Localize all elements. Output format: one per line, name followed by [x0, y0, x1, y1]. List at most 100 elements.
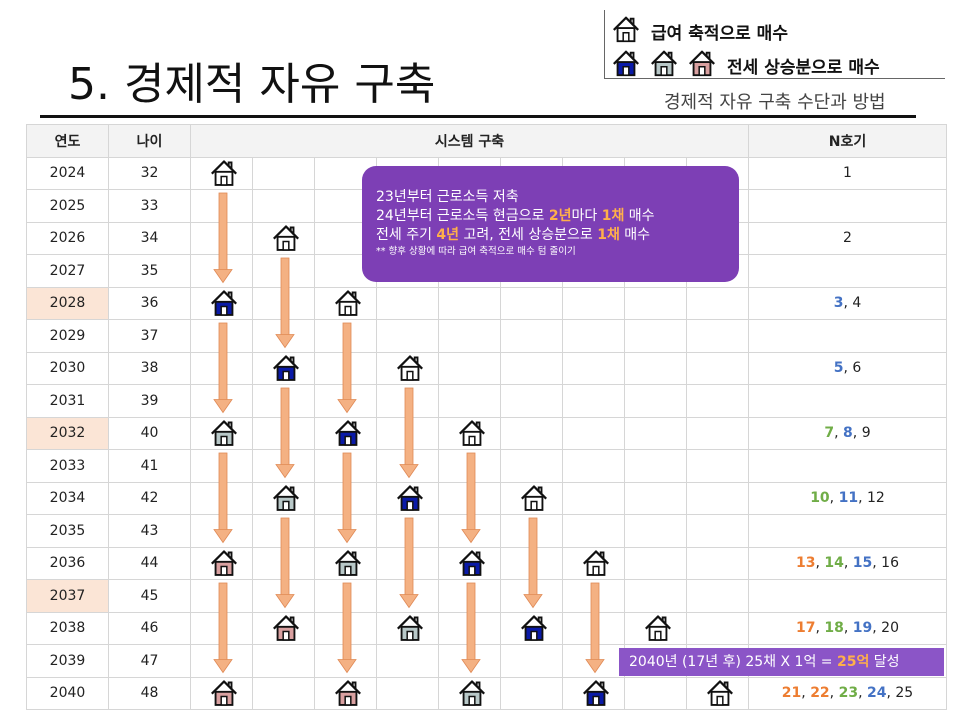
system-cell [314, 481, 377, 515]
pink-house-icon [687, 48, 717, 82]
system-cell [252, 611, 315, 645]
system-cell [376, 384, 439, 418]
legend-row-jeonse: 전세 상승분으로 매수 [611, 48, 880, 82]
n-units-cell [748, 254, 947, 288]
system-cell [686, 351, 749, 385]
legend-box: 급여 축적으로 매수 전세 상승분으로 매수 [604, 10, 945, 79]
system-cell [314, 286, 377, 320]
system-cell [500, 481, 563, 515]
system-cell [438, 481, 501, 515]
system-cell [376, 351, 439, 385]
system-cell [252, 221, 315, 255]
system-cell [686, 286, 749, 320]
system-cell [376, 644, 439, 678]
system-cell [190, 189, 253, 223]
system-cell [500, 351, 563, 385]
system-cell [376, 514, 439, 548]
system-cell [686, 384, 749, 418]
year-cell: 2040 [26, 676, 109, 710]
system-cell [252, 481, 315, 515]
system-cell [190, 611, 253, 645]
system-cell [376, 319, 439, 353]
age-cell: 48 [108, 676, 191, 710]
system-cell [500, 644, 563, 678]
system-cell [624, 514, 687, 548]
age-cell: 34 [108, 221, 191, 255]
system-cell [500, 449, 563, 483]
system-cell [686, 611, 749, 645]
system-cell [438, 319, 501, 353]
unit-number: 10 [810, 490, 830, 507]
year-cell: 2027 [26, 254, 109, 288]
n-units-cell: 13, 14, 15, 16 [748, 546, 947, 580]
system-cell [438, 416, 501, 450]
n-units-cell: 1 [748, 156, 947, 190]
system-cell [500, 384, 563, 418]
system-cell [500, 416, 563, 450]
legend-row-salary: 급여 축적으로 매수 [611, 14, 788, 48]
system-cell [562, 546, 625, 580]
system-cell [500, 611, 563, 645]
table-row: 2035 43 [26, 514, 947, 548]
system-cell [624, 319, 687, 353]
year-cell: 2026 [26, 221, 109, 255]
page-title: 5. 경제적 자유 구축 [68, 59, 436, 110]
age-cell: 35 [108, 254, 191, 288]
system-cell [376, 579, 439, 613]
legend-jeonse-label: 전세 상승분으로 매수 [727, 57, 880, 78]
unit-number: 22 [810, 685, 830, 702]
table-row: 2038 46 17, 18, 19, 20 [26, 611, 947, 645]
table-row: 2037 45 [26, 579, 947, 613]
year-cell: 2029 [26, 319, 109, 353]
system-cell [190, 254, 253, 288]
unit-number: 16 [881, 555, 899, 572]
table-row: 2030 38 5, 6 [26, 351, 947, 385]
system-cell [562, 416, 625, 450]
system-cell [500, 546, 563, 580]
system-cell [686, 514, 749, 548]
table-row: 2028 36 3, 4 [26, 286, 947, 320]
unit-number: 23 [838, 685, 859, 702]
system-cell [190, 546, 253, 580]
system-cell [500, 514, 563, 548]
system-cell [190, 579, 253, 613]
system-cell [562, 676, 625, 710]
year-cell: 2034 [26, 481, 109, 515]
system-cell [562, 514, 625, 548]
age-cell: 36 [108, 286, 191, 320]
unit-number: 6 [852, 360, 862, 377]
system-cell [562, 319, 625, 353]
system-cell [190, 449, 253, 483]
year-cell: 2031 [26, 384, 109, 418]
system-cell [252, 384, 315, 418]
table-row: 2034 42 10, 11, 12 [26, 481, 947, 515]
system-cell [314, 416, 377, 450]
page-subtitle: 경제적 자유 구축 수단과 방법 [664, 92, 886, 113]
system-cell [500, 579, 563, 613]
system-cell [376, 286, 439, 320]
n-units-cell: 5, 6 [748, 351, 947, 385]
header-year: 연도 [26, 124, 109, 158]
system-cell [624, 676, 687, 710]
age-cell: 47 [108, 644, 191, 678]
system-cell [314, 351, 377, 385]
system-cell [438, 546, 501, 580]
system-cell [376, 546, 439, 580]
system-cell [190, 221, 253, 255]
n-units-cell: 21, 22, 23, 24, 25 [748, 676, 947, 710]
system-cell [252, 286, 315, 320]
system-cell [562, 481, 625, 515]
system-cell [500, 286, 563, 320]
goal-banner: 2040년 (17년 후) 25채 X 1억 = 25억 달성 [619, 648, 944, 676]
system-cell [686, 449, 749, 483]
system-cell [376, 416, 439, 450]
system-cell [624, 579, 687, 613]
system-cell [252, 156, 315, 190]
year-cell: 2035 [26, 514, 109, 548]
unit-number: 25 [895, 685, 914, 702]
header-system: 시스템 구축 [190, 124, 749, 158]
system-cell [314, 644, 377, 678]
system-cell [314, 319, 377, 353]
unit-number: 1 [843, 165, 852, 182]
system-cell [562, 449, 625, 483]
